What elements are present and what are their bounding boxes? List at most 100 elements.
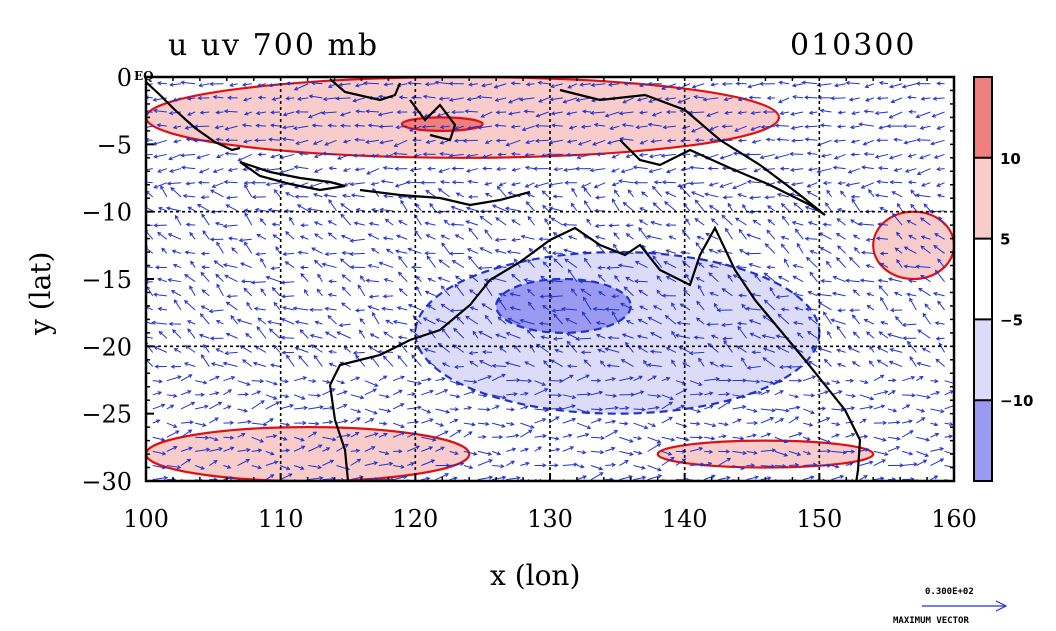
- wind-vector: [282, 305, 295, 311]
- wind-vector: [807, 221, 818, 226]
- wind-vector: [696, 300, 705, 311]
- wind-vector: [257, 317, 267, 325]
- wind-vector: [845, 80, 860, 86]
- wind-vector: [920, 274, 931, 283]
- wind-vector: [619, 405, 630, 411]
- wind-vector: [625, 320, 634, 325]
- wind-vector: [864, 97, 875, 102]
- wind-vector: [449, 380, 461, 386]
- wind-vector: [873, 436, 887, 442]
- wind-vector: [265, 182, 281, 187]
- coast-sundas: [359, 188, 531, 207]
- wind-vector: [633, 180, 648, 185]
- wind-vector: [638, 110, 648, 115]
- wind-vector: [484, 139, 493, 144]
- wind-vector: [910, 189, 917, 198]
- wind-vector: [804, 236, 818, 241]
- wind-vector: [852, 331, 861, 339]
- wind-vector: [321, 262, 337, 269]
- wind-vector: [243, 111, 252, 116]
- wind-vector: [322, 388, 336, 396]
- wind-vector: [454, 275, 465, 283]
- wind-vector: [152, 475, 169, 481]
- wind-vector: [565, 332, 578, 339]
- wind-vector: [265, 380, 278, 386]
- wind-vector: [675, 436, 690, 442]
- wind-vector: [152, 292, 167, 297]
- wind-vector: [320, 110, 337, 116]
- wind-vector: [848, 97, 860, 102]
- wind-vector: [685, 218, 691, 226]
- wind-vector: [676, 320, 691, 326]
- wind-vector: [817, 301, 832, 311]
- wind-vector: [463, 450, 478, 456]
- wind-vector: [253, 306, 266, 311]
- wind-vector: [944, 450, 954, 457]
- wind-vector: [359, 318, 366, 325]
- wind-vector: [405, 180, 422, 185]
- wind-vector: [888, 360, 903, 367]
- wind-vector: [819, 123, 832, 128]
- wind-vector: [341, 250, 351, 256]
- wind-vector: [146, 181, 153, 184]
- colorbar-tick-label: −5: [1000, 311, 1023, 329]
- wind-vector: [482, 166, 493, 171]
- wind-vector: [308, 465, 322, 470]
- wind-vector: [369, 333, 380, 339]
- wind-vector: [748, 262, 761, 269]
- wind-vector: [184, 345, 196, 353]
- wind-vector: [836, 362, 846, 368]
- wind-vector: [251, 400, 265, 410]
- wind-vector: [380, 179, 394, 184]
- wind-vector: [623, 286, 634, 297]
- wind-vector: [463, 405, 473, 411]
- wind-vector: [215, 320, 224, 325]
- wind-vector: [807, 290, 818, 297]
- wind-vector: [423, 347, 436, 353]
- wind-vector: [801, 80, 818, 85]
- wind-vector: [308, 393, 322, 398]
- wind-vector: [223, 464, 232, 469]
- wind-vector: [783, 258, 790, 268]
- wind-vector: [173, 299, 182, 311]
- wind-vector: [774, 153, 790, 160]
- wind-vector: [716, 249, 733, 254]
- wind-vector: [916, 436, 931, 442]
- wind-vector: [732, 450, 748, 456]
- wind-vector: [906, 340, 917, 353]
- wind-vector: [790, 167, 804, 172]
- wind-vector: [830, 318, 846, 325]
- wind-vector: [254, 138, 266, 143]
- colorbar-segment: [974, 77, 992, 158]
- wind-vector: [850, 219, 860, 226]
- wind-vector: [780, 243, 790, 254]
- wind-vector: [889, 83, 903, 89]
- wind-vector: [625, 153, 634, 159]
- wind-vector: [463, 390, 476, 396]
- wind-vector: [410, 95, 422, 100]
- wind-vector: [392, 375, 405, 382]
- wind-vector: [859, 460, 874, 466]
- wind-vector: [324, 139, 337, 146]
- wind-vector: [696, 235, 705, 240]
- wind-vector: [562, 374, 574, 382]
- wind-vector: [322, 447, 331, 452]
- wind-vector: [293, 445, 306, 452]
- wind-vector: [688, 351, 705, 356]
- wind-vector: [172, 125, 182, 130]
- wind-vector: [866, 292, 875, 297]
- wind-vector: [242, 139, 252, 144]
- wind-vector: [311, 247, 323, 254]
- wind-vector: [723, 97, 733, 102]
- wind-vector: [534, 380, 547, 386]
- wind-vector: [180, 165, 196, 170]
- wind-vector: [613, 232, 620, 240]
- wind-vector: [397, 271, 408, 283]
- x-tick-label: 150: [796, 505, 842, 533]
- wind-vector: [327, 220, 337, 226]
- wind-vector: [223, 109, 238, 114]
- wind-vector: [468, 255, 479, 268]
- wind-vector: [732, 418, 742, 424]
- wind-vector: [313, 168, 323, 173]
- wind-vector: [186, 320, 196, 325]
